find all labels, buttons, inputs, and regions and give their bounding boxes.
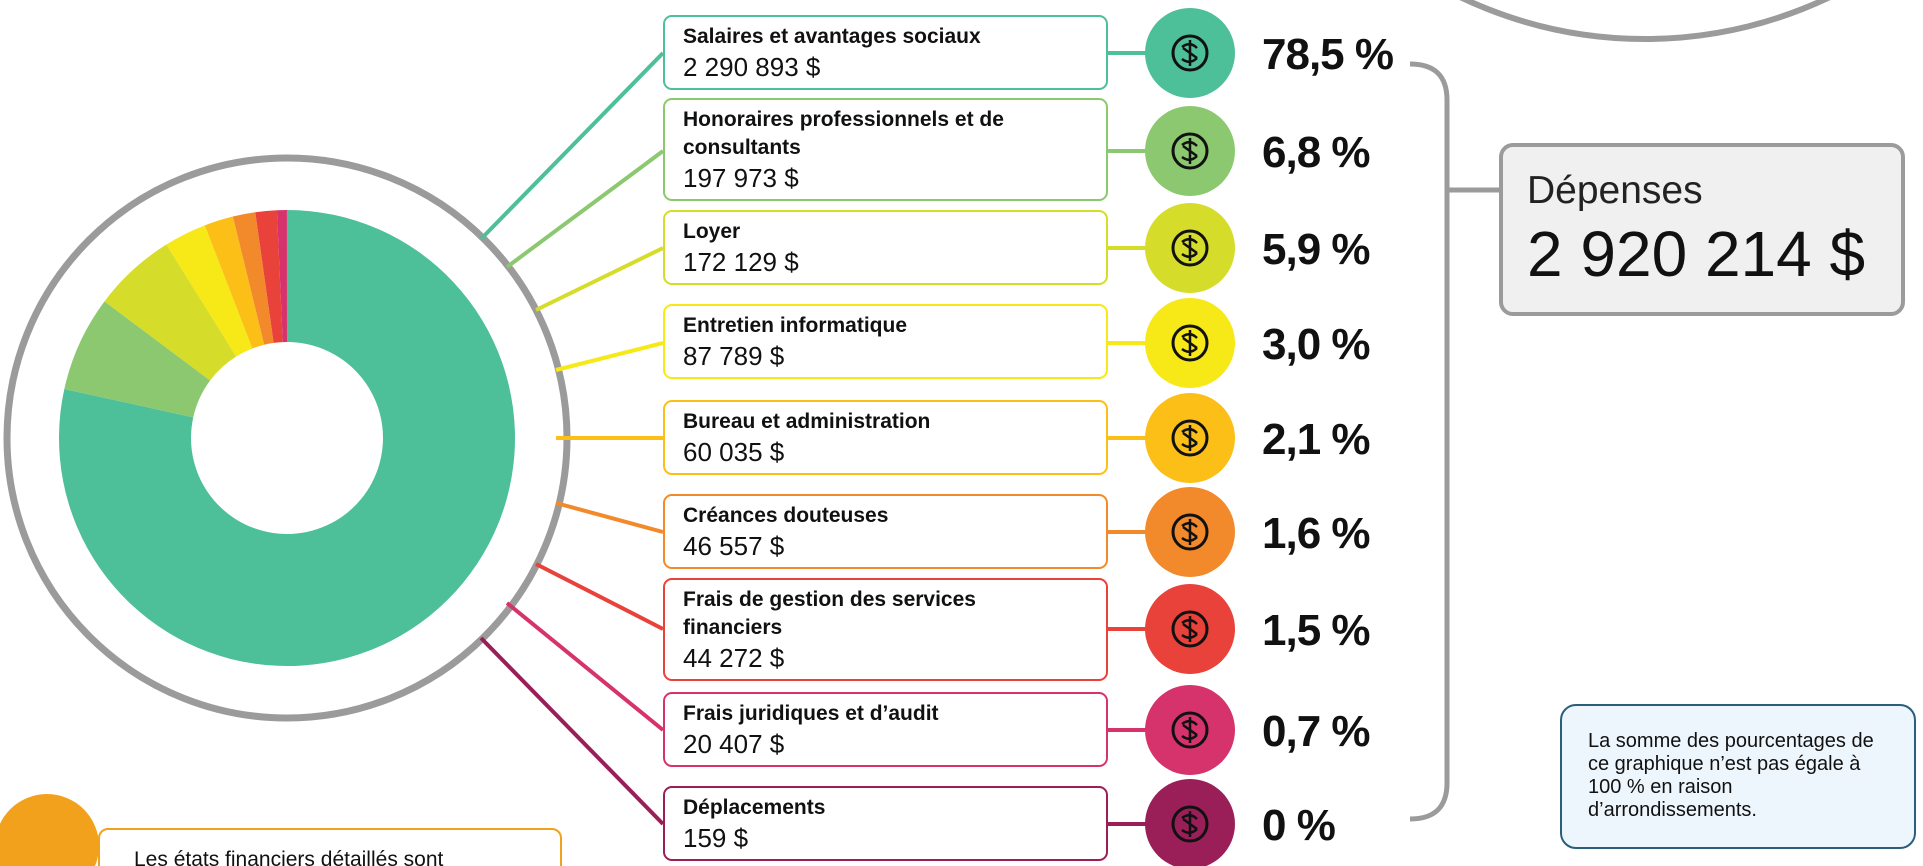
icon-glyph	[1171, 132, 1209, 170]
icon-glyph	[1181, 235, 1198, 261]
icon-glyph	[1181, 330, 1198, 356]
share-label: 6,8 %	[1262, 128, 1370, 177]
share-label: 78,5 %	[1262, 30, 1393, 79]
connector	[535, 562, 664, 631]
icon-glyph	[1181, 425, 1198, 451]
category-amount: 60 035 $	[683, 437, 785, 467]
category-amount: 87 789 $	[683, 341, 785, 371]
icon-glyph	[1171, 805, 1209, 843]
icon-glyph	[1171, 513, 1209, 551]
share-label: 0 %	[1262, 801, 1335, 850]
category-label: Frais de gestion des services financiers	[683, 588, 976, 639]
donut-slice	[232, 212, 274, 345]
share-label: 5,9 %	[1262, 225, 1370, 274]
total-title: Dépenses	[1527, 169, 1703, 212]
connector	[479, 636, 665, 826]
category-label: Créances douteuses	[683, 504, 889, 527]
category-label: Loyer	[683, 220, 741, 243]
category-label: Bureau et administration	[683, 410, 931, 433]
category-box: Salaires et avantages sociaux 2 290 893 $	[663, 15, 1108, 90]
note: La somme des pourcentages de ce graphiqu…	[1560, 704, 1916, 849]
donut-slice	[276, 210, 287, 343]
category-label: Honoraires professionnels et de consulta…	[683, 108, 1004, 159]
total-value: 2 920 214 $	[1527, 218, 1866, 290]
category-box: Entretien informatique 87 789 $	[663, 304, 1108, 379]
icon-glyph	[1181, 811, 1198, 837]
share-label: 2,1 %	[1262, 415, 1370, 464]
icon-glyph	[1171, 34, 1209, 72]
total-box: Dépenses 2 920 214 $	[1499, 143, 1905, 316]
category-box: Honoraires professionnels et de consulta…	[663, 98, 1108, 201]
category-box: Bureau et administration 60 035 $	[663, 400, 1108, 475]
category-box: Frais juridiques et d’audit 20 407 $	[663, 692, 1108, 767]
connector	[535, 246, 664, 312]
connector	[555, 341, 664, 372]
connector	[555, 501, 664, 534]
category-label: Déplacements	[683, 796, 826, 819]
icon-glyph	[1171, 324, 1209, 362]
category-box: Créances douteuses 46 557 $	[663, 494, 1108, 569]
donut-slice	[204, 216, 265, 349]
donut-slice	[104, 244, 237, 381]
icon-glyph	[1181, 40, 1198, 66]
icon-glyph	[1171, 711, 1209, 749]
category-label: Entretien informatique	[683, 314, 908, 337]
icon-glyph	[1181, 616, 1198, 642]
donut-slice	[58, 210, 516, 666]
share-label: 3,0 %	[1262, 320, 1370, 369]
icon-glyph	[1181, 138, 1198, 164]
footer-text: Les états financiers détaillés sont	[134, 848, 444, 866]
category-amount: 2 290 893 $	[683, 52, 821, 82]
icon-glyph	[1181, 717, 1198, 743]
icon-glyph	[1181, 519, 1198, 545]
category-amount: 44 272 $	[683, 643, 785, 673]
bracket	[1409, 61, 1450, 822]
share-label: 1,6 %	[1262, 509, 1370, 558]
share-label: 1,5 %	[1262, 606, 1370, 655]
icon-glyph	[1171, 419, 1209, 457]
category-amount: 20 407 $	[683, 729, 785, 759]
category-amount: 159 $	[683, 823, 749, 853]
connector	[505, 149, 665, 269]
category-amount: 197 973 $	[683, 163, 799, 193]
category-box: Déplacements 159 $	[663, 786, 1108, 861]
decor-circle	[1459, 0, 1831, 42]
category-amount: 46 557 $	[683, 531, 785, 561]
connector	[479, 51, 665, 241]
donut-slice	[255, 210, 283, 343]
donut-slice	[64, 301, 211, 418]
category-box: Loyer 172 129 $	[663, 210, 1108, 285]
icon-glyph	[1171, 610, 1209, 648]
footer-badge	[0, 794, 99, 866]
icon-glyph	[1171, 229, 1209, 267]
category-label: Salaires et avantages sociaux	[683, 25, 981, 48]
footer-box: Les états financiers détaillés sont	[98, 828, 562, 866]
donut-slice	[166, 225, 253, 357]
category-box: Frais de gestion des services financiers…	[663, 578, 1108, 681]
category-amount: 172 129 $	[683, 247, 799, 277]
connector	[505, 601, 665, 732]
category-label: Frais juridiques et d’audit	[683, 702, 939, 725]
share-label: 0,7 %	[1262, 707, 1370, 756]
